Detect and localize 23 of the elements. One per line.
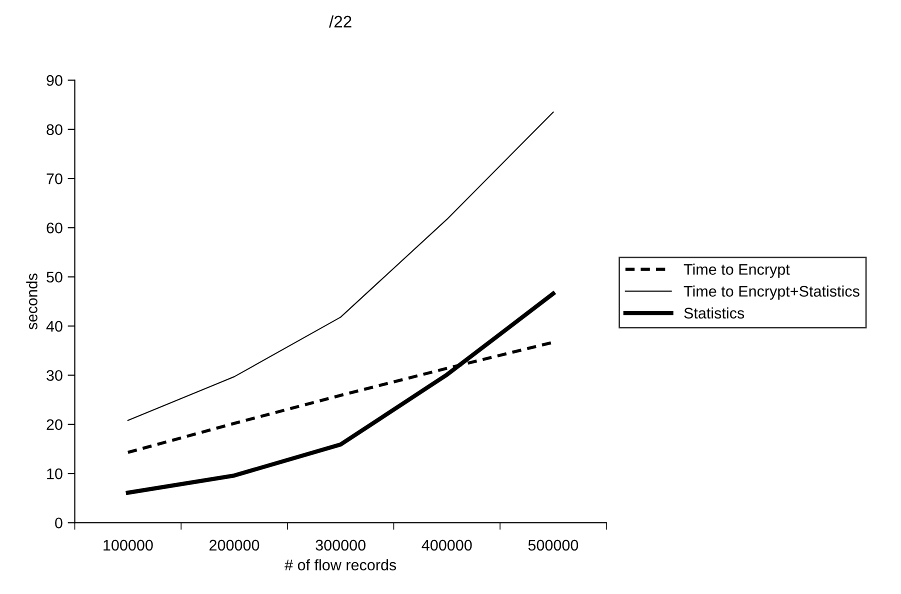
line-series bbox=[127, 112, 554, 421]
legend-label: Time to Encrypt+Statistics bbox=[684, 285, 860, 300]
line-series bbox=[126, 292, 556, 495]
y-tick-label: 30 bbox=[46, 370, 62, 381]
x-tick-label: 100000 bbox=[104, 540, 153, 551]
y-tick-label: 80 bbox=[46, 124, 62, 136]
x-axis-title: # of flow records bbox=[284, 559, 396, 570]
y-tick-label: 90 bbox=[46, 75, 62, 86]
chart-title: /22 bbox=[328, 15, 352, 28]
x-tick-label: 500000 bbox=[528, 540, 578, 551]
legend-label: Statistics bbox=[684, 307, 744, 319]
y-tick-label: 0 bbox=[55, 518, 62, 528]
y-tick-label: 20 bbox=[46, 419, 62, 430]
y-tick-label: 50 bbox=[46, 272, 62, 283]
x-tick-label: 200000 bbox=[210, 540, 260, 551]
y-axis-title: seconds bbox=[26, 274, 38, 330]
x-tick-label: 300000 bbox=[316, 540, 366, 551]
y-tick-label: 70 bbox=[46, 173, 62, 184]
legend-label: Time to Encrypt bbox=[684, 264, 790, 278]
y-tick-label: 10 bbox=[47, 468, 62, 480]
x-tick-label: 400000 bbox=[422, 540, 472, 551]
y-tick-label: 40 bbox=[46, 320, 62, 332]
y-tick-label: 60 bbox=[46, 222, 62, 234]
